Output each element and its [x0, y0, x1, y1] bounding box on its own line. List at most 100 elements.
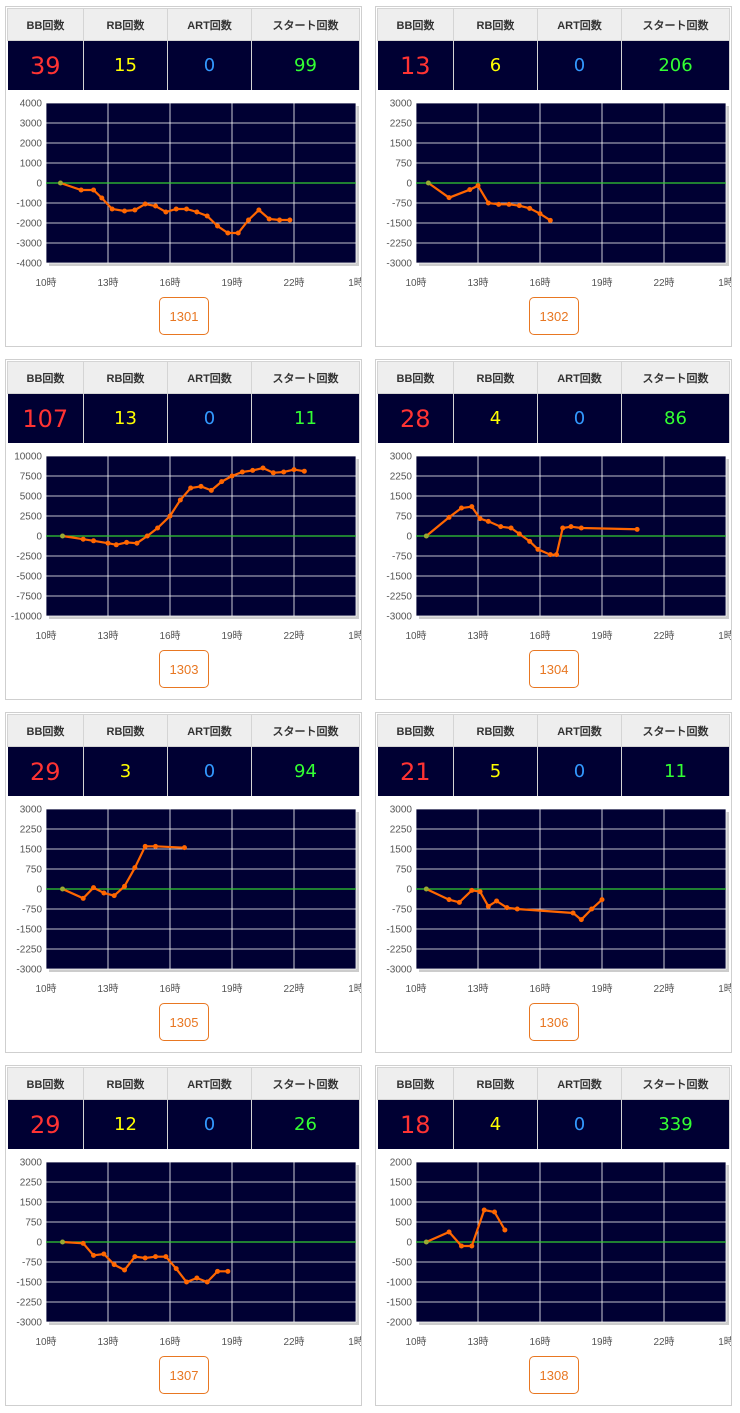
data-point	[60, 1239, 66, 1245]
y-tick-label: 0	[406, 1238, 412, 1249]
x-tick-label: 16時	[159, 983, 180, 995]
x-tick-label: 22時	[653, 1336, 674, 1348]
y-tick-label: -1000	[16, 199, 42, 210]
data-point	[485, 518, 491, 524]
y-tick-label: 750	[395, 159, 412, 170]
x-tick-label: 13時	[97, 1336, 118, 1348]
bb-count: 21	[377, 746, 454, 796]
art-header: ART回数	[537, 1066, 622, 1101]
stats-panel: BB回数 RB回数 ART回数 スタート回数 39 15 0 99	[7, 7, 360, 90]
y-tick-label: 0	[36, 1238, 42, 1249]
bb-count: 18	[377, 1099, 454, 1149]
data-point	[516, 203, 522, 209]
y-tick-label: 10000	[14, 452, 42, 463]
data-point	[589, 906, 595, 912]
data-point	[301, 468, 307, 474]
data-point	[134, 540, 140, 546]
y-tick-label: -750	[392, 199, 412, 210]
data-point	[60, 533, 66, 539]
data-point	[235, 230, 241, 236]
y-tick-label: 1000	[20, 159, 43, 170]
data-point	[477, 889, 483, 895]
x-tick-label: 13時	[467, 630, 488, 642]
x-tick-label: 13時	[97, 277, 118, 289]
data-point	[105, 540, 111, 546]
stats-table: BB回数 RB回数 ART回数 スタート回数 28 4 0 86	[377, 360, 730, 443]
y-tick-label: 750	[25, 865, 42, 876]
data-point	[181, 845, 187, 851]
x-tick-label: 10時	[35, 983, 56, 995]
machine-number-button[interactable]: 1308	[529, 1356, 579, 1394]
machine-number-button[interactable]: 1303	[159, 650, 209, 688]
y-tick-label: 3000	[20, 119, 43, 130]
start-header: スタート回数	[621, 713, 730, 748]
data-point	[527, 538, 533, 544]
x-tick-label: 19時	[591, 630, 612, 642]
y-tick-label: -750	[392, 905, 412, 916]
y-tick-label: 2500	[20, 512, 43, 523]
y-tick-label: 1000	[390, 1198, 413, 1209]
data-point	[423, 1239, 429, 1245]
x-tick-label: 13時	[467, 983, 488, 995]
x-tick-label: 22時	[283, 630, 304, 642]
stats-panel: BB回数 RB回数 ART回数 スタート回数 21 5 0 11	[377, 713, 730, 796]
machine-number-button[interactable]: 1302	[529, 297, 579, 335]
start-count: 86	[621, 393, 730, 443]
y-tick-label: -500	[392, 1258, 412, 1269]
machine-card-1302: BB回数 RB回数 ART回数 スタート回数 13 6 0 206 1302 30…	[375, 6, 732, 347]
rb-header: RB回数	[453, 1066, 538, 1101]
data-point	[469, 1243, 475, 1249]
data-point	[634, 526, 640, 532]
bb-header: BB回数	[377, 1066, 454, 1101]
y-tick-label: -3000	[16, 965, 42, 976]
data-point	[266, 216, 272, 222]
x-tick-label: 19時	[591, 1336, 612, 1348]
bb-header: BB回数	[377, 360, 454, 395]
stats-table: BB回数 RB回数 ART回数 スタート回数 18 4 0 339	[377, 1066, 730, 1149]
y-tick-label: 2000	[390, 1158, 413, 1169]
machine-card-1305: BB回数 RB回数 ART回数 スタート回数 29 3 0 94 1305 300…	[5, 712, 362, 1053]
bb-count: 29	[7, 1099, 84, 1149]
data-point	[153, 843, 159, 849]
machine-number-button[interactable]: 1304	[529, 650, 579, 688]
payout-line-chart: 3000 2250 1500 750 0 -750 -1500 -2250 -3000 10時 13…	[386, 99, 731, 290]
x-tick-label: 16時	[159, 1336, 180, 1348]
data-point	[167, 513, 173, 519]
rb-count: 4	[453, 393, 538, 443]
art-count: 0	[167, 393, 252, 443]
y-tick-label: -750	[22, 905, 42, 916]
data-point	[477, 516, 483, 522]
y-tick-label: -3000	[386, 259, 412, 270]
data-point	[163, 209, 169, 215]
data-point	[91, 1252, 97, 1258]
data-point	[101, 890, 107, 896]
stats-panel: BB回数 RB回数 ART回数 スタート回数 29 3 0 94	[7, 713, 360, 796]
bb-header: BB回数	[7, 713, 84, 748]
y-tick-label: -2250	[386, 945, 412, 956]
y-tick-label: 1500	[390, 845, 413, 856]
data-point	[229, 473, 235, 479]
machine-number-button[interactable]: 1306	[529, 1003, 579, 1041]
stats-table: BB回数 RB回数 ART回数 スタート回数 29 3 0 94	[7, 713, 360, 796]
y-tick-label: 0	[406, 885, 412, 896]
start-count: 11	[251, 393, 360, 443]
data-point	[91, 885, 97, 891]
data-point	[277, 217, 283, 223]
data-point	[91, 187, 97, 193]
data-point	[184, 206, 190, 212]
start-header: スタート回数	[251, 1066, 360, 1101]
y-tick-label: -1500	[16, 1278, 42, 1289]
y-tick-label: 750	[25, 1218, 42, 1229]
y-tick-label: -3000	[386, 612, 412, 623]
x-tick-label: 10時	[35, 1336, 56, 1348]
y-tick-label: -3000	[16, 239, 42, 250]
machine-number-button[interactable]: 1305	[159, 1003, 209, 1041]
machine-number-button[interactable]: 1301	[159, 297, 209, 335]
y-tick-label: 1500	[390, 492, 413, 503]
machine-number-button[interactable]: 1307	[159, 1356, 209, 1394]
y-tick-label: -7500	[16, 592, 42, 603]
stats-table: BB回数 RB回数 ART回数 スタート回数 13 6 0 206	[377, 7, 730, 90]
data-point	[260, 465, 266, 471]
y-tick-label: 1500	[390, 1178, 413, 1189]
data-point	[287, 217, 293, 223]
